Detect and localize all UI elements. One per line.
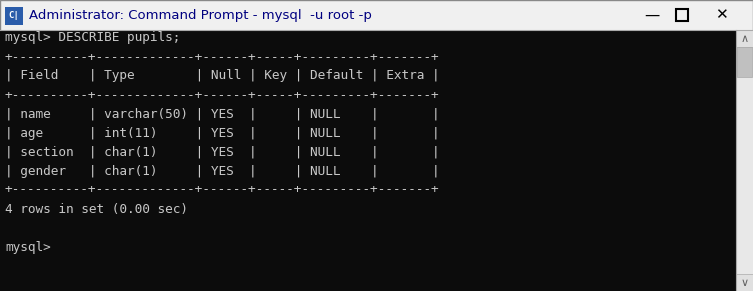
Text: | gender   | char(1)     | YES  |     | NULL    |       |: | gender | char(1) | YES | | NULL | | — [5, 164, 440, 178]
Bar — [737, 47, 752, 77]
Text: C|: C| — [8, 12, 20, 20]
Text: ∨: ∨ — [740, 278, 748, 288]
Text: | name     | varchar(50) | YES  |     | NULL    |       |: | name | varchar(50) | YES | | NULL | | — [5, 107, 440, 120]
Bar — [736, 30, 753, 47]
Bar — [736, 274, 753, 291]
Text: +----------+-------------+------+-----+---------+-------+: +----------+-------------+------+-----+-… — [5, 88, 440, 102]
Text: 4 rows in set (0.00 sec): 4 rows in set (0.00 sec) — [5, 203, 188, 216]
Text: mysql>: mysql> — [5, 240, 50, 253]
Text: ✕: ✕ — [715, 8, 727, 22]
Text: +----------+-------------+------+-----+---------+-------+: +----------+-------------+------+-----+-… — [5, 184, 440, 196]
Bar — [0, 30, 736, 291]
Bar — [736, 30, 753, 291]
Bar — [5, 7, 23, 25]
Text: | age      | int(11)     | YES  |     | NULL    |       |: | age | int(11) | YES | | NULL | | — [5, 127, 440, 139]
Text: Administrator: Command Prompt - mysql  -u root -p: Administrator: Command Prompt - mysql -u… — [29, 8, 372, 22]
Text: mysql> DESCRIBE pupils;: mysql> DESCRIBE pupils; — [5, 31, 181, 45]
Text: | section  | char(1)     | YES  |     | NULL    |       |: | section | char(1) | YES | | NULL | | — [5, 146, 440, 159]
Text: +----------+-------------+------+-----+---------+-------+: +----------+-------------+------+-----+-… — [5, 51, 440, 63]
Text: ∧: ∧ — [740, 33, 748, 43]
Text: —: — — [645, 8, 660, 22]
Text: | Field    | Type        | Null | Key | Default | Extra |: | Field | Type | Null | Key | Default | … — [5, 70, 440, 83]
Bar — [0, 0, 753, 30]
Bar — [676, 9, 688, 21]
